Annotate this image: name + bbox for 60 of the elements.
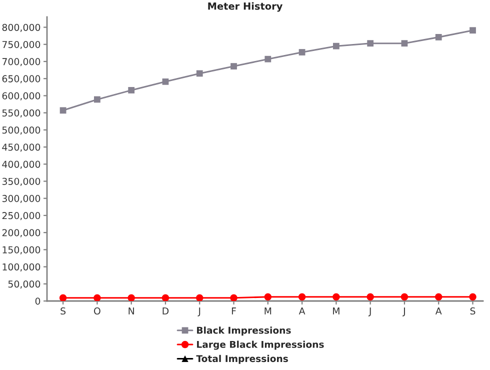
y-tick-label: 150,000 [2,246,40,254]
point [264,293,272,301]
x-tick-label: M [333,308,340,314]
y-tick-label: 500,000 [2,126,40,135]
x-tick-label: O [94,307,100,315]
x-tick-label: N [128,308,134,314]
x-tick-label: J [402,308,405,316]
point [230,294,238,301]
point [469,293,476,301]
point [230,63,237,70]
x-tick-label: D [162,308,169,314]
x-tick-label: A [435,308,442,314]
point [298,293,306,301]
point [264,56,272,62]
point [162,294,170,301]
x-tick-label: F [232,308,236,314]
point [332,42,340,50]
y-tick-label: 750,000 [2,40,40,50]
point [196,294,204,301]
chart-title: Meter History [208,2,283,12]
legend-label: Total Impressions [196,354,288,364]
x-tick-label: M [264,308,272,314]
point [435,293,442,301]
x-tick-label: J [198,308,200,316]
legend-label: Large Black Impressions [197,340,324,350]
y-tick-label: 650,000 [2,75,40,84]
x-tick-label: S [470,307,476,315]
y-tick-label: 700,000 [2,58,40,66]
y-tick-label: 50,000 [8,280,40,289]
x-tick-label: S [60,307,66,315]
point [400,293,408,301]
point [94,294,101,301]
point [298,49,306,56]
legend-label: Black Impressions [197,326,291,336]
y-tick-label: 0 [35,298,40,305]
y-tick-label: 250,000 [2,212,40,220]
point [162,78,169,85]
point [401,40,408,47]
y-tick-label: 350,000 [2,178,40,186]
y-tick-label: 200,000 [2,229,40,238]
x-tick-label: J [368,308,371,316]
point [435,34,442,40]
point [128,87,135,94]
x-tick-label: A [298,308,306,314]
point [366,293,374,301]
y-tick-label: 100,000 [2,263,40,272]
y-tick-label: 450,000 [2,144,40,152]
point [94,96,100,103]
y-tick-label: 400,000 [2,160,40,169]
point [59,294,67,301]
y-tick-label: 550,000 [2,109,40,118]
point [196,70,203,77]
y-tick-label: 300,000 [2,194,40,204]
point [60,107,66,114]
point [367,40,374,47]
point [470,27,476,34]
point [128,294,135,301]
point [332,293,340,301]
y-tick-label: 600,000 [2,92,40,100]
y-tick-label: 800,000 [2,24,40,32]
